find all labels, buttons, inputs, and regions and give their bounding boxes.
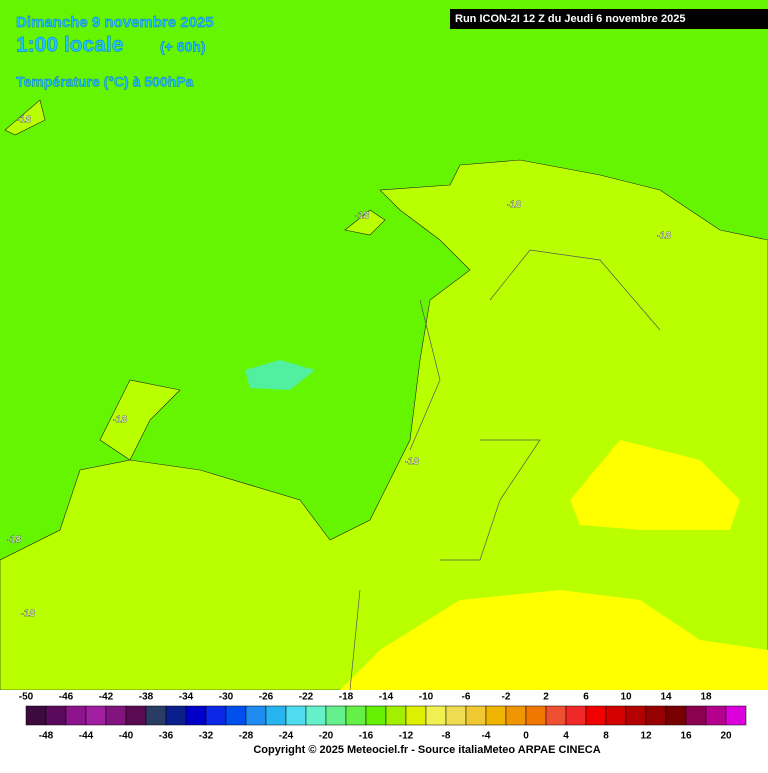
legend-label: -10 [419,692,434,703]
legend-swatch [425,705,447,726]
legend-label: -22 [299,692,314,703]
legend-swatch [405,705,427,726]
warmer-zone [4,99,46,136]
legend-label: -36 [159,731,174,742]
contour-label: -18 [113,415,128,426]
legend-label: -12 [399,731,414,742]
legend-swatch [145,705,167,726]
legend-swatch [705,705,727,726]
legend-label: 8 [603,731,609,742]
lead-time: (+ 60h) [160,39,206,55]
legend-label: 12 [640,731,652,742]
legend-swatch [665,705,687,726]
legend-swatch [25,705,47,726]
legend-label: -38 [139,692,154,703]
legend-label: -28 [239,731,254,742]
legend-swatch [565,705,587,726]
copyright: Copyright © 2025 Meteociel.fr - Source i… [253,744,600,756]
contour-label: -18 [17,115,32,126]
legend-label: -40 [119,731,134,742]
legend-swatch [525,705,547,726]
legend-swatch [465,705,487,726]
warm-patch [340,590,768,690]
legend-label: -26 [259,692,274,703]
legend-swatch [585,705,607,726]
legend-swatch [545,705,567,726]
legend-swatch [685,705,707,726]
legend-label: 4 [563,731,569,742]
legend-swatch [505,705,527,726]
legend-swatch [305,705,327,726]
legend-label: -42 [99,692,114,703]
border-line [349,249,661,691]
legend-swatch [205,705,227,726]
contour-label: -18 [405,457,420,468]
legend-swatch [365,705,387,726]
legend-swatch [225,705,247,726]
legend-panel [0,690,768,768]
legend-label: -46 [59,692,74,703]
legend-label: -48 [39,731,54,742]
legend-swatch [645,705,667,726]
legend-label: 18 [700,692,712,703]
legend-label: 6 [583,692,589,703]
legend-label: -30 [219,692,234,703]
contour-label: -18 [657,231,672,242]
legend-label: -4 [482,731,491,742]
legend-label: -18 [339,692,354,703]
legend-swatch [65,705,87,726]
legend-label: -32 [199,731,214,742]
legend-label: -2 [502,692,511,703]
legend-swatch [265,705,287,726]
legend-label: -24 [279,731,294,742]
warmer-zone [344,209,386,236]
legend-swatch [185,705,207,726]
legend-label: 10 [620,692,632,703]
legend-swatch [105,705,127,726]
legend-label: -16 [359,731,374,742]
cold-patch [245,360,315,390]
legend-swatch [285,705,307,726]
legend-swatch [385,705,407,726]
legend-swatch [345,705,367,726]
legend-label: 0 [523,731,529,742]
legend-swatch [325,705,347,726]
time: 1:00 locale [16,34,123,57]
run-info: Run ICON-2I 12 Z du Jeudi 6 novembre 202… [455,13,685,25]
legend-label: -34 [179,692,194,703]
legend-label: -44 [79,731,94,742]
date: Dimanche 9 novembre 2025 [16,14,214,31]
run-banner [450,9,768,29]
legend-swatch [165,705,187,726]
legend-label: 20 [720,731,732,742]
legend-swatch [625,705,647,726]
legend-label: -8 [442,731,451,742]
contour-label: -18 [355,211,370,222]
legend-swatch [485,705,507,726]
warmer-zone [99,379,181,461]
parameter: Température (°C) à 500hPa [16,74,194,90]
legend-swatch [85,705,107,726]
legend-label: 14 [660,692,672,703]
legend-swatch [445,705,467,726]
legend-swatch [605,705,627,726]
legend-swatch [125,705,147,726]
warm-patch [570,440,740,530]
contour-label: -18 [507,200,522,211]
legend-label: -14 [379,692,394,703]
contour-label: -18 [7,535,22,546]
legend-label: -50 [19,692,34,703]
legend-label: -6 [462,692,471,703]
legend-swatch [45,705,67,726]
legend-label: -20 [319,731,334,742]
legend-swatch [245,705,267,726]
warmer-zone [0,159,768,691]
legend-swatch [725,705,747,726]
legend-label: 16 [680,731,692,742]
legend-label: 2 [543,692,549,703]
contour-label: -18 [21,609,36,620]
